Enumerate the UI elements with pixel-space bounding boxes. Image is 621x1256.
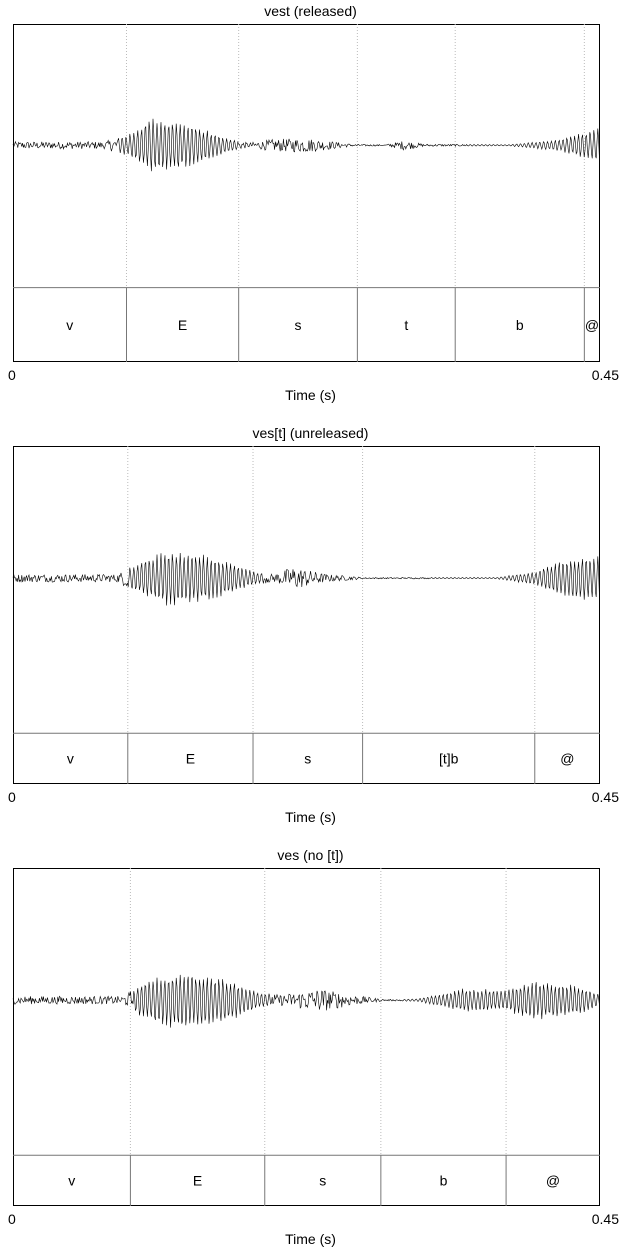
segment-label: @: [560, 751, 574, 767]
segment-label: @: [585, 317, 599, 333]
segment-label: v: [67, 751, 74, 767]
waveform-trace: [12, 118, 600, 172]
segment-label: v: [66, 317, 73, 333]
segment-label: E: [193, 1173, 202, 1189]
segment-label: t: [404, 317, 408, 333]
x-tick-min: 0: [8, 1211, 16, 1227]
plot-frame: [13, 868, 600, 1206]
segment-label: [t]b: [439, 751, 459, 767]
segment-label: @: [546, 1173, 560, 1189]
plot-frame: [13, 446, 600, 784]
x-tick-min: 0: [8, 367, 16, 383]
segment-label: b: [516, 317, 524, 333]
segment-label: E: [178, 317, 187, 333]
segment-label: E: [186, 751, 195, 767]
segment-label: s: [319, 1173, 326, 1189]
segment-label: s: [304, 751, 311, 767]
x-tick-min: 0: [8, 789, 16, 805]
x-tick-max: 0.45: [591, 367, 619, 383]
waveform-trace: [12, 974, 600, 1028]
x-tick-max: 0.45: [591, 789, 619, 805]
chart-title: ves[t] (unreleased): [252, 425, 369, 441]
plot-frame: [13, 24, 600, 362]
segment-label: b: [440, 1173, 448, 1189]
segment-label: s: [295, 317, 302, 333]
x-axis-label: Time (s): [285, 387, 336, 403]
segment-label: v: [68, 1173, 75, 1189]
chart-title: ves (no [t]): [277, 847, 344, 863]
x-axis-label: Time (s): [285, 1231, 336, 1247]
x-axis-label: Time (s): [285, 809, 336, 825]
x-tick-max: 0.45: [591, 1211, 619, 1227]
waveform-trace: [12, 552, 600, 606]
chart-title: vest (released): [264, 3, 357, 19]
